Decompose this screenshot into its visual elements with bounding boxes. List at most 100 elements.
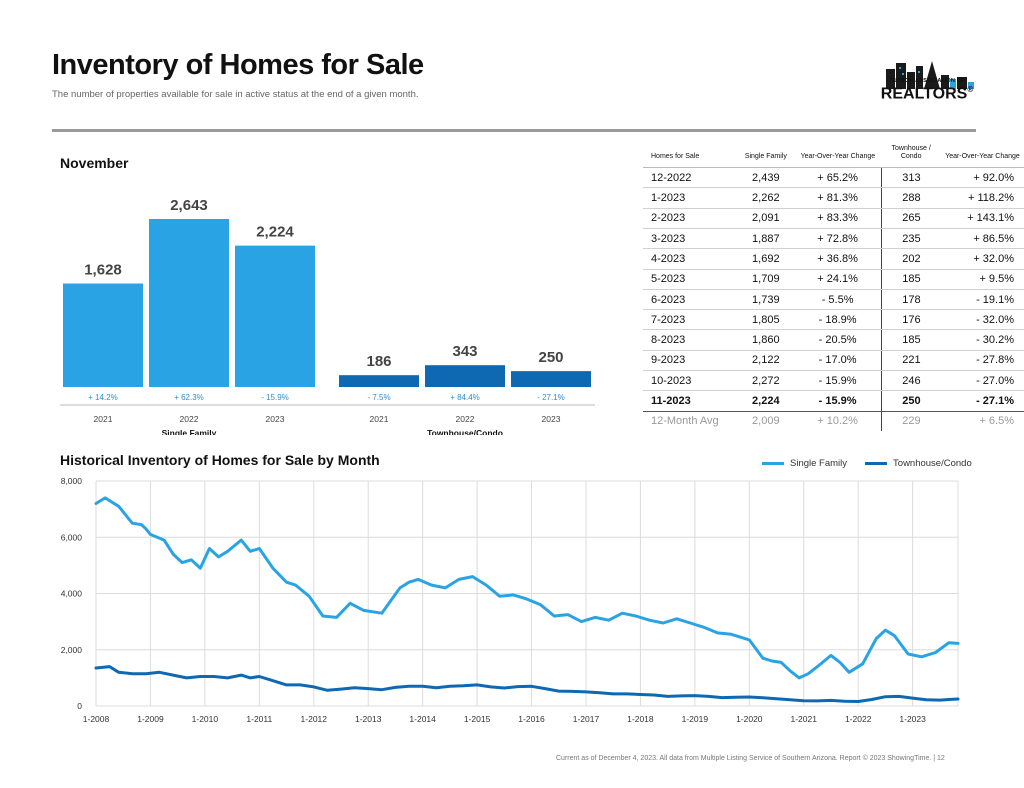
y-tick-label: 4,000 <box>61 589 83 599</box>
table-cell: 176 <box>881 309 942 331</box>
x-tick-label: 1-2023 <box>899 714 926 724</box>
table-cell: + 32.0% <box>941 248 1024 270</box>
bar-value-label: 2,643 <box>170 197 208 214</box>
table-cell: 235 <box>881 228 942 250</box>
x-tick-label: 2023 <box>542 414 561 424</box>
historical-line-chart: 0 2,000 4,000 6,000 8,000 1-2008 1-2009 1-2010 1… <box>61 476 960 724</box>
x-tick-label: 1-2017 <box>573 714 600 724</box>
legend-item-single-family: Single Family <box>762 458 847 469</box>
table-cell: 8-2023 <box>643 329 738 351</box>
table-cell: 12-2022 <box>643 167 738 189</box>
legend-label-single-family: Single Family <box>790 458 848 469</box>
table-cell: + 9.5% <box>941 269 1024 290</box>
x-tick-label: 1-2013 <box>355 714 382 724</box>
legend-label-townhouse: Townhouse/Condo <box>893 458 972 469</box>
y-tick-label: 8,000 <box>61 476 83 486</box>
table-cell: 313 <box>881 167 942 189</box>
table-cell: 1,739 <box>737 289 795 311</box>
table-cell: 2,122 <box>737 350 795 372</box>
table-row: 8-2023 1,860- 20.5% 185- 30.2% <box>643 329 1024 351</box>
table-cell: 11-2023 <box>643 390 738 412</box>
bar-change-label: - 27.1% <box>537 393 565 402</box>
x-tick-label: 1-2012 <box>301 714 328 724</box>
table-cell: - 32.0% <box>941 309 1024 331</box>
x-tick-label: 1-2020 <box>736 714 763 724</box>
table-cell: 12-Month Avg <box>651 415 719 428</box>
table-cell: 221 <box>881 350 942 372</box>
footer-note: Current as of December 4, 2023. All data… <box>556 755 945 762</box>
table-cell: 2-2023 <box>643 208 738 229</box>
table-cell: 2,091 <box>737 208 795 229</box>
x-tick-label: 2022 <box>180 414 199 424</box>
bar-value-label: 343 <box>452 343 477 360</box>
table-cell: + 65.2% <box>794 167 882 189</box>
x-tick-label: 1-2015 <box>464 714 491 724</box>
table-cell: - 27.0% <box>941 370 1024 392</box>
table-cell: 1,709 <box>737 269 795 290</box>
x-tick-label: 1-2008 <box>83 714 110 724</box>
bar <box>149 219 229 387</box>
table-cell: 2,009 <box>752 415 780 428</box>
legend-item-townhouse: Townhouse/Condo <box>865 458 972 469</box>
y-tick-label: 2,000 <box>61 645 83 655</box>
table-row: 9-2023 2,122- 17.0% 221- 27.8% <box>643 350 1024 372</box>
col-header-single-family: Single Family <box>737 145 795 169</box>
table-cell: 185 <box>881 329 942 351</box>
table-cell: 2,262 <box>737 187 795 209</box>
bar <box>63 283 143 387</box>
table-cell: + 86.5% <box>941 228 1024 250</box>
table-cell: 1,860 <box>737 329 795 351</box>
chart-legend: Single Family Townhouse/Condo <box>752 458 972 469</box>
x-tick-label: 2021 <box>370 414 389 424</box>
table-cell: 1,887 <box>737 228 795 250</box>
table-row: 11-2023 2,224- 15.9% 250- 27.1% <box>643 390 1024 412</box>
bar <box>425 365 505 387</box>
table-cell: 10-2023 <box>643 370 738 392</box>
table-row: 5-2023 1,709 + 24.1% 185 + 9.5% <box>643 269 1024 290</box>
page-subtitle: The number of properties available for s… <box>52 89 419 100</box>
y-tick-label: 6,000 <box>61 532 83 542</box>
logo-wordmark: REALTORS® <box>872 85 982 103</box>
x-tick-label: 2021 <box>94 414 113 424</box>
col-header-th-change: Year-Over-Year Change <box>941 145 1024 169</box>
x-tick-label: 1-2016 <box>518 714 545 724</box>
table-row: 2-2023 2,091 + 83.3% 265 + 143.1% <box>643 208 1024 229</box>
series-line-single-family <box>94 496 960 680</box>
x-tick-label: 1-2018 <box>627 714 654 724</box>
table-row: 3-2023 1,887 + 72.8% 235 + 86.5% <box>643 228 1024 250</box>
table-cell: - 27.8% <box>941 350 1024 372</box>
inventory-table: Homes for Sale Single Family Year-Over-Y… <box>643 145 1024 431</box>
line-chart-title: Historical Inventory of Homes for Sale b… <box>60 452 380 468</box>
bar <box>339 375 419 387</box>
table-summary-row: 12-Month Avg 2,009 + 10.2% 229 + 6.5% <box>643 411 1024 431</box>
table-cell: 2,224 <box>737 390 795 412</box>
x-tick-label: 1-2011 <box>246 714 272 724</box>
table-cell: - 20.5% <box>794 329 882 351</box>
table-cell: + 36.8% <box>794 248 882 270</box>
table-cell: 265 <box>881 208 942 229</box>
bar-value-label: 1,628 <box>84 262 122 279</box>
table-cell: - 18.9% <box>794 309 882 331</box>
bar-change-label: - 15.9% <box>261 393 289 402</box>
table-cell: - 27.1% <box>941 390 1024 412</box>
table-cell: + 92.0% <box>941 167 1024 189</box>
table-cell: + 72.8% <box>794 228 882 250</box>
x-tick-label: 1-2021 <box>791 714 818 724</box>
table-row: 1-2023 2,262 + 81.3% 288 + 118.2% <box>643 187 1024 209</box>
table-cell: - 19.1% <box>941 289 1024 311</box>
x-tick-label: 1-2009 <box>137 714 164 724</box>
group-label: Townhouse/Condo <box>427 428 503 435</box>
table-cell: 6-2023 <box>643 289 738 311</box>
table-cell: 9-2023 <box>643 350 738 372</box>
table-cell: 246 <box>881 370 942 392</box>
table-row: 4-2023 1,692 + 36.8% 202 + 32.0% <box>643 248 1024 270</box>
table-cell: + 10.2% <box>794 411 882 431</box>
table-cell: 250 <box>881 390 942 412</box>
table-cell: 3-2023 <box>643 228 738 250</box>
table-cell: 1,805 <box>737 309 795 331</box>
table-cell: + 83.3% <box>794 208 882 229</box>
logo-registered-mark: ® <box>967 85 974 94</box>
bar-value-label: 2,224 <box>256 224 294 241</box>
x-tick-label: 1-2010 <box>192 714 219 724</box>
header-divider <box>52 129 976 132</box>
